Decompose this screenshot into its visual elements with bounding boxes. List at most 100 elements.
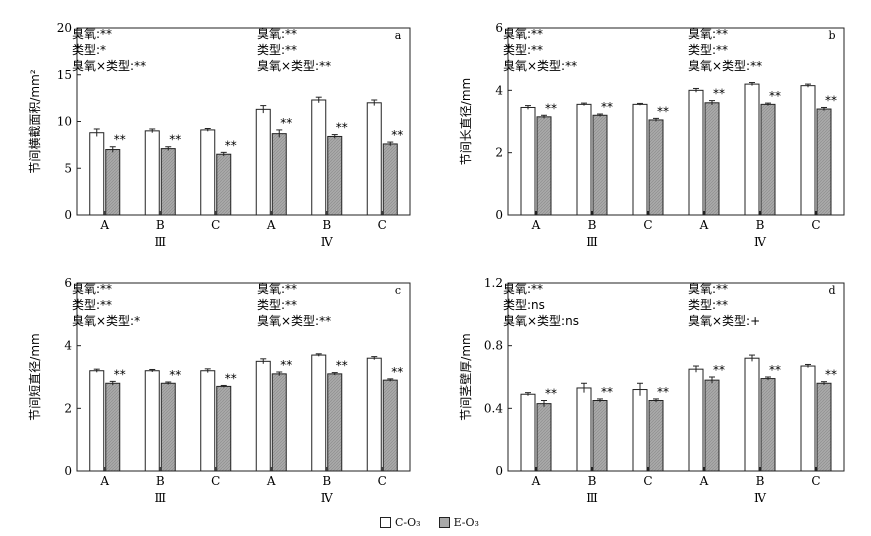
bar-control [89, 370, 105, 472]
bar-control [688, 89, 704, 216]
y-axis-label: 节间长直径/mm [459, 78, 473, 165]
x-tick-label: A [266, 474, 276, 488]
significance-label: ** [769, 89, 781, 103]
bar-elevated [382, 143, 398, 216]
y-tick-label: 2 [64, 401, 72, 415]
legend-swatch-control [380, 517, 391, 528]
x-tick-label: B [588, 474, 597, 488]
significance-label: ** [657, 385, 669, 399]
x-tick-label: A [531, 218, 541, 232]
bar-control [366, 102, 382, 216]
x-tick-label: B [322, 218, 331, 232]
x-tick-label: A [699, 474, 709, 488]
bar-elevated [271, 373, 287, 472]
plot-frame [507, 27, 845, 216]
significance-label: ** [713, 363, 725, 377]
anova-annotation-left: 臭氧:** [503, 26, 543, 41]
significance-label: ** [114, 367, 126, 381]
y-tick-label: 4 [495, 83, 503, 97]
bar-elevated [160, 382, 176, 472]
group-label: Ⅲ [586, 235, 598, 249]
y-tick-label: 20 [57, 21, 72, 35]
anova-annotation-left: 类型:* [72, 43, 106, 57]
significance-label: ** [545, 101, 557, 115]
panel-letter: b [828, 29, 835, 42]
significance-label: ** [169, 368, 181, 382]
bar-control [144, 370, 160, 472]
anova-annotation-left: 类型:ns [503, 298, 545, 312]
x-tick-label: A [99, 474, 109, 488]
anova-annotation-right: 臭氧:** [257, 281, 297, 296]
significance-label: ** [336, 121, 348, 135]
y-tick-label: 0 [495, 208, 503, 222]
bar-elevated [760, 103, 776, 216]
bar-control [144, 130, 160, 216]
significance-label: ** [280, 116, 292, 130]
bar-elevated [704, 102, 720, 216]
anova-annotation-right: 臭氧×类型:** [688, 58, 762, 73]
bar-control [688, 368, 704, 472]
anova-annotation-left: 臭氧×类型:ns [503, 313, 579, 328]
bar-elevated [216, 385, 232, 472]
anova-annotation-left: 臭氧×类型:* [72, 313, 140, 328]
legend-label-control: C-O₃ [395, 516, 421, 529]
bar-control [520, 393, 536, 472]
y-tick-label: 6 [495, 21, 503, 35]
bar-control [255, 360, 271, 472]
bar-control [255, 108, 271, 216]
bar-elevated [216, 153, 232, 216]
bar-elevated [760, 378, 776, 472]
significance-label: ** [825, 368, 837, 382]
group-label: Ⅲ [586, 491, 598, 505]
x-tick-label: B [322, 474, 331, 488]
y-tick-label: 15 [57, 68, 72, 82]
anova-annotation-right: 臭氧:** [688, 26, 728, 41]
significance-label: ** [114, 133, 126, 147]
bar-elevated [648, 400, 664, 472]
group-label: Ⅳ [754, 491, 767, 505]
bar-elevated [648, 119, 664, 216]
bar-control [200, 370, 216, 472]
legend-swatch-elevated [438, 517, 450, 528]
significance-label: ** [825, 93, 837, 107]
legend-item-control: C-O₃ [380, 516, 421, 529]
y-axis-label: 节间茎壁厚/mm [458, 333, 473, 420]
significance-label: ** [280, 358, 292, 372]
bar-elevated [816, 108, 832, 216]
anova-annotation-left: 类型:** [72, 298, 112, 312]
significance-label: ** [225, 371, 237, 385]
anova-annotation-left: 类型:** [503, 43, 543, 57]
anova-annotation-left: 臭氧:** [503, 281, 543, 296]
bar-elevated [327, 373, 343, 472]
x-tick-label: C [378, 218, 387, 232]
x-tick-label: A [531, 474, 541, 488]
group-label: Ⅲ [154, 235, 166, 249]
significance-label: ** [601, 100, 613, 114]
x-tick-label: C [211, 218, 220, 232]
x-tick-label: A [699, 218, 709, 232]
x-tick-label: B [756, 218, 765, 232]
group-label: Ⅲ [154, 491, 166, 505]
y-tick-label: 0.8 [484, 339, 503, 353]
group-label: Ⅳ [321, 491, 334, 505]
panel-letter: d [828, 284, 835, 297]
bar-elevated [160, 148, 176, 216]
anova-annotation-right: 臭氧×类型:** [257, 58, 331, 73]
bar-control [311, 354, 327, 472]
y-tick-label: 0.4 [484, 401, 503, 415]
y-tick-label: 5 [64, 161, 72, 175]
y-tick-label: 1.2 [484, 276, 503, 290]
anova-annotation-right: 臭氧×类型:** [257, 313, 331, 328]
x-tick-label: C [378, 474, 387, 488]
anova-annotation-right: 类型:** [688, 43, 728, 57]
x-tick-label: A [99, 218, 109, 232]
bar-control [311, 99, 327, 216]
bar-control [744, 357, 760, 472]
x-tick-label: B [156, 218, 165, 232]
anova-annotation-right: 类型:** [257, 43, 297, 57]
y-tick-label: 2 [495, 146, 503, 160]
bar-elevated [592, 114, 608, 216]
bar-elevated [592, 400, 608, 472]
group-label: Ⅳ [754, 235, 767, 249]
legend-item-elevated: E-O₃ [438, 516, 479, 529]
